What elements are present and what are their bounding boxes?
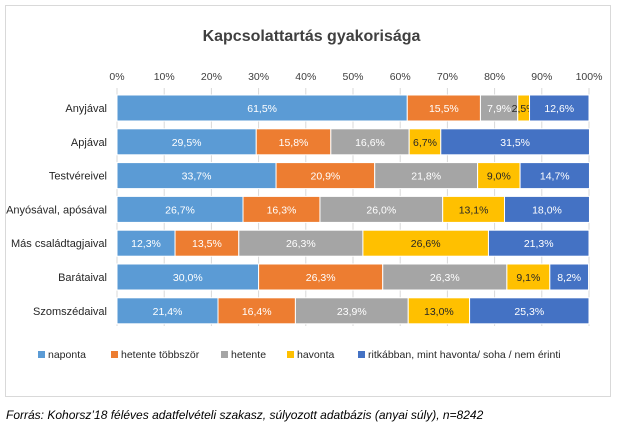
x-tick-label: 100% [576, 71, 603, 83]
data-label: 33,7% [182, 171, 212, 183]
bar-segment [469, 297, 590, 325]
data-label: 21,8% [411, 171, 441, 183]
data-label: 26,6% [411, 238, 441, 250]
category-label: Szomszédaival [33, 306, 107, 318]
bar-segment [275, 162, 376, 190]
data-label: 12,6% [544, 103, 574, 115]
data-label: 12,3% [131, 238, 161, 250]
chart-title: Kapcsolattartás gyakorisága [202, 28, 421, 45]
bar-segment [487, 229, 590, 257]
bar-segment [116, 94, 408, 122]
data-label: 26,0% [366, 204, 396, 216]
data-label: 25,3% [514, 306, 544, 318]
x-tick-label: 0% [109, 71, 124, 83]
x-tick-label: 10% [154, 71, 175, 83]
x-tick-label: 90% [531, 71, 552, 83]
bar-segment [408, 128, 442, 156]
data-label: 21,4% [153, 306, 183, 318]
bar-segment [442, 195, 506, 223]
bar-segment [407, 297, 471, 325]
data-label: 9,0% [487, 171, 511, 183]
bar-segment [258, 263, 384, 291]
data-label: 16,3% [267, 204, 297, 216]
source-note: Forrás: Kohorsz’18 féléves adatfelvételi… [6, 408, 484, 422]
bar-segment [217, 297, 296, 325]
data-label: 13,1% [459, 204, 489, 216]
x-tick-label: 80% [484, 71, 505, 83]
bar-segment [440, 128, 590, 156]
data-label: 30,0% [173, 272, 203, 284]
category-label: Apjával [71, 137, 107, 149]
bar-segment [174, 229, 240, 257]
data-label: 9,1% [516, 272, 540, 284]
bar-segment [519, 162, 590, 190]
x-tick-label: 70% [437, 71, 458, 83]
category-label: Anyjával [65, 103, 107, 115]
legend-entry: ritkábban, mint havonta/ soha / nem érin… [368, 349, 561, 361]
data-label: 13,5% [192, 238, 222, 250]
bar-segment [529, 94, 590, 122]
bar-segment [504, 195, 590, 223]
bar-segment [330, 128, 410, 156]
data-label: 8,2% [557, 272, 581, 284]
legend-swatch [111, 351, 118, 358]
data-label: 26,3% [306, 272, 336, 284]
legend-swatch [358, 351, 365, 358]
stacked-bar-chart: 0% 10% 20% 30% 40% 50% 60% 70% 80% 90% 100% 61,5% 1… [6, 71, 602, 361]
legend-entry: hetente [231, 349, 266, 361]
data-label: 18,0% [532, 204, 562, 216]
legend-swatch [221, 351, 228, 358]
data-label: 16,6% [355, 137, 385, 149]
category-label: Barátaival [58, 272, 107, 284]
data-label: 23,9% [337, 306, 367, 318]
bar-segment [477, 162, 521, 190]
bar-segment [238, 229, 364, 257]
bar-segment [479, 94, 519, 122]
x-tick-label: 30% [248, 71, 269, 83]
category-labels: Anyjával Apjával Testvéreivel Anyósával, ap… [6, 103, 107, 318]
data-label: 16,4% [242, 306, 272, 318]
data-label: 15,8% [279, 137, 309, 149]
category-label: Anyósával, apósával [6, 204, 107, 216]
data-label: 31,5% [500, 137, 530, 149]
legend-swatch [38, 351, 45, 358]
category-label: Testvéreivel [49, 171, 107, 183]
data-label: 7,9% [487, 103, 511, 115]
data-label: 14,7% [540, 171, 570, 183]
data-label: 26,3% [430, 272, 460, 284]
data-label: 61,5% [247, 103, 277, 115]
data-label: 6,7% [413, 137, 437, 149]
legend-entry: hetente többször [121, 349, 200, 361]
bar-segment [382, 263, 508, 291]
data-label: 29,5% [172, 137, 202, 149]
bar-segment [116, 263, 260, 291]
data-label: 26,7% [165, 204, 195, 216]
bar-segment [255, 128, 332, 156]
legend-entry: havonta [297, 349, 335, 361]
legend: naponta hetente többször hetente havonta rit… [38, 349, 561, 361]
bar-segment [116, 229, 176, 257]
bar-segment [116, 162, 277, 190]
bar-segment [319, 195, 444, 223]
x-axis-ticks: 0% 10% 20% 30% 40% 50% 60% 70% 80% 90% 100% [109, 71, 602, 83]
legend-entry: naponta [48, 349, 86, 361]
x-tick-label: 20% [201, 71, 222, 83]
x-tick-label: 40% [295, 71, 316, 83]
bars: 61,5% 15,5% 7,9% 2,5% 12,6%29,5% 15,8% 16,6% 6,… [116, 94, 590, 325]
bar-segment [374, 162, 479, 190]
bar-segment [549, 263, 590, 291]
legend-swatch [287, 351, 294, 358]
bar-segment [116, 128, 257, 156]
category-label: Más családtagjaival [11, 238, 107, 250]
data-label: 13,0% [424, 306, 454, 318]
data-label: 20,9% [310, 171, 340, 183]
x-tick-label: 50% [342, 71, 363, 83]
data-label: 26,3% [286, 238, 316, 250]
x-tick-label: 60% [390, 71, 411, 83]
data-label: 21,3% [524, 238, 554, 250]
bar-segment [116, 195, 244, 223]
data-label: 15,5% [429, 103, 459, 115]
